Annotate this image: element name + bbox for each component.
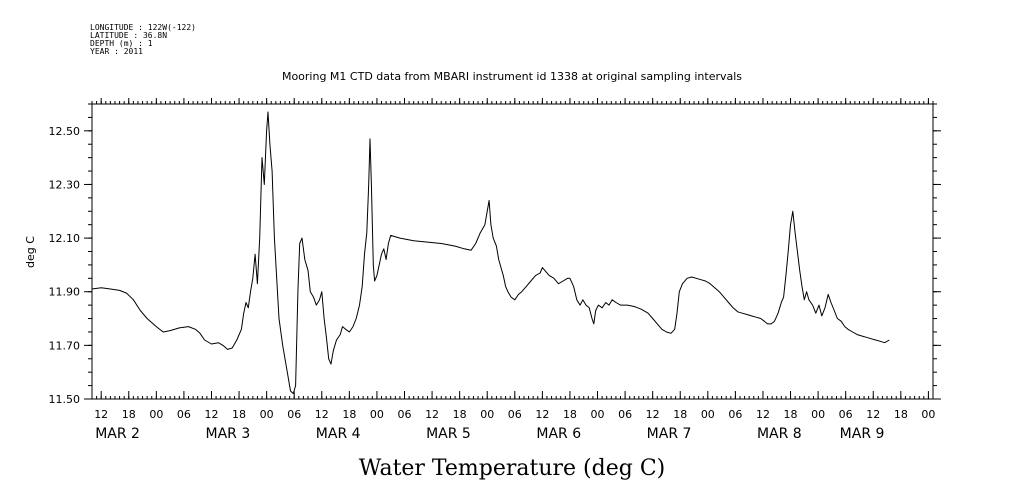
x-tick-label: 06 bbox=[177, 408, 191, 421]
series-line-water-temperature bbox=[91, 111, 890, 395]
x-tick-label: 12 bbox=[315, 408, 329, 421]
minor-ticks bbox=[88, 101, 937, 400]
x-tick-label: 00 bbox=[149, 408, 163, 421]
x-tick-label: 12 bbox=[204, 408, 218, 421]
metadata-block: LONGITUDE : 122W(-122)LATITUDE : 36.8NDE… bbox=[90, 23, 196, 56]
y-tick-label: 12.30 bbox=[49, 178, 81, 191]
x-tick-label: 06 bbox=[287, 408, 301, 421]
series-layer bbox=[91, 111, 890, 395]
x-tick-label: 00 bbox=[370, 408, 384, 421]
x-tick-label: 06 bbox=[839, 408, 853, 421]
x-tick-label: 12 bbox=[535, 408, 549, 421]
metadata-line: LONGITUDE : 122W(-122) bbox=[90, 23, 196, 32]
x-tick-label: 06 bbox=[728, 408, 742, 421]
x-tick-label: 18 bbox=[784, 408, 798, 421]
x-date-label: MAR 5 bbox=[426, 426, 471, 442]
y-axis-label: deg C bbox=[24, 236, 37, 268]
y-tick-label: 11.90 bbox=[49, 286, 81, 299]
x-date-label: MAR 2 bbox=[95, 426, 140, 442]
y-tick-label: 11.50 bbox=[49, 393, 81, 406]
x-tick-label: 12 bbox=[94, 408, 108, 421]
x-tick-label: 06 bbox=[618, 408, 632, 421]
x-date-label: MAR 8 bbox=[757, 426, 802, 442]
y-tick-label: 11.70 bbox=[49, 339, 81, 352]
x-date-label: MAR 6 bbox=[536, 426, 581, 442]
x-axis: 12 18 00 06 12 18 00 06 12 18 00 06 12 18 00 06 12 18 00 06… bbox=[94, 98, 935, 442]
x-tick-label: 18 bbox=[563, 408, 577, 421]
x-tick-label: 06 bbox=[398, 408, 412, 421]
x-tick-label: 18 bbox=[232, 408, 246, 421]
x-tick-label: 06 bbox=[508, 408, 522, 421]
x-tick-label: 18 bbox=[453, 408, 467, 421]
x-tick-label: 12 bbox=[866, 408, 880, 421]
x-tick-label: 00 bbox=[260, 408, 274, 421]
x-date-label: MAR 7 bbox=[647, 426, 692, 442]
metadata-line: YEAR : 2011 bbox=[90, 47, 143, 56]
y-axis: 11.50 11.70 11.90 12.10 12.30 12.50 bbox=[49, 125, 941, 406]
x-tick-label: 00 bbox=[480, 408, 494, 421]
x-tick-label: 00 bbox=[591, 408, 605, 421]
x-date-label: MAR 4 bbox=[316, 426, 361, 442]
metadata-line: LATITUDE : 36.8N bbox=[90, 31, 167, 40]
x-tick-label: 12 bbox=[646, 408, 660, 421]
x-tick-label: 12 bbox=[425, 408, 439, 421]
chart-title: Mooring M1 CTD data from MBARI instrumen… bbox=[282, 70, 742, 83]
x-tick-label: 00 bbox=[921, 408, 935, 421]
x-date-label: MAR 9 bbox=[840, 426, 885, 442]
y-tick-label: 12.50 bbox=[49, 125, 81, 138]
x-tick-label: 18 bbox=[894, 408, 908, 421]
x-tick-label: 00 bbox=[701, 408, 715, 421]
x-date-label: MAR 3 bbox=[205, 426, 250, 442]
y-tick-label: 12.10 bbox=[49, 232, 81, 245]
x-axis-label: Water Temperature (deg C) bbox=[359, 456, 666, 481]
x-tick-label: 12 bbox=[756, 408, 770, 421]
x-tick-label: 18 bbox=[342, 408, 356, 421]
x-tick-label: 00 bbox=[811, 408, 825, 421]
metadata-line: DEPTH (m) : 1 bbox=[90, 39, 153, 48]
plot-frame bbox=[91, 103, 934, 400]
x-tick-label: 18 bbox=[122, 408, 136, 421]
x-tick-label: 18 bbox=[673, 408, 687, 421]
